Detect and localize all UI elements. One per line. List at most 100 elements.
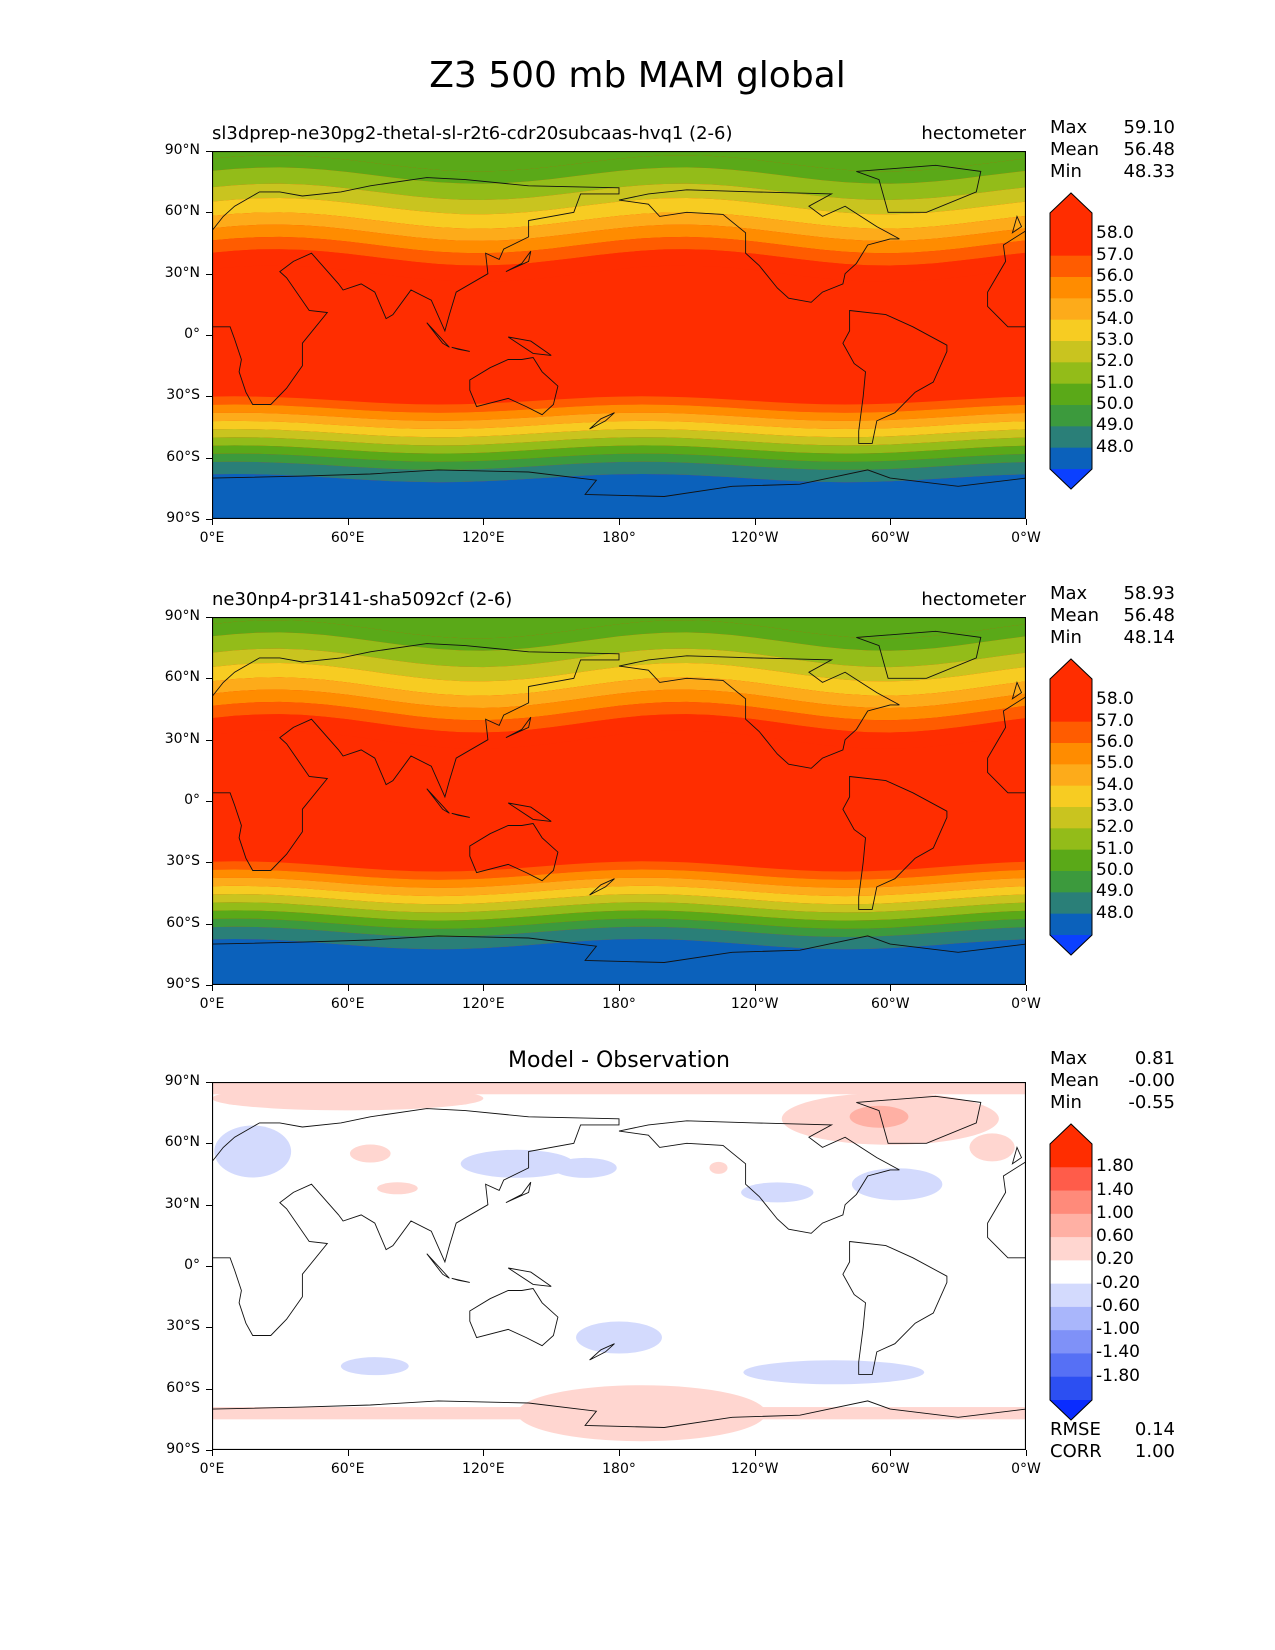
lon-tick: [483, 1450, 485, 1456]
anomaly-region: [212, 1086, 484, 1111]
field-band: [212, 714, 1026, 749]
colorbar-tick-label: 1.40: [1096, 1179, 1134, 1200]
colorbar-segment: [1050, 1353, 1092, 1378]
anomaly-region: [214, 1125, 292, 1178]
lat-label: 30°S: [166, 1318, 200, 1335]
colorbar-tick-label: 57.0: [1096, 244, 1134, 265]
lon-label: 120°W: [730, 996, 779, 1012]
colorbar-tick-label: 55.0: [1096, 753, 1134, 774]
colorbar-tick-label: 53.0: [1096, 330, 1134, 350]
lon-label: 60°W: [870, 996, 910, 1012]
lat-label: 60°S: [166, 1379, 200, 1396]
stat-label: Mean: [1050, 605, 1100, 626]
colorbar-tick-label: 57.0: [1096, 710, 1134, 731]
field-band: [212, 939, 1026, 985]
lon-label: 120°E: [462, 530, 505, 546]
field-band: [212, 632, 1026, 668]
colorbar-extend-top: [1050, 659, 1092, 679]
colorbar-segment: [1050, 341, 1092, 363]
colorbar-segment: [1050, 234, 1092, 257]
field-band: [212, 224, 1026, 254]
colorbar-tick-label: 50.0: [1096, 860, 1134, 880]
lon-tick: [754, 1450, 756, 1456]
lat-label: 60°S: [166, 914, 200, 931]
stat-rmse: RMSE 0.14: [1050, 1419, 1175, 1441]
anomaly-region: [743, 1360, 925, 1385]
stat-corr: CORR 1.00: [1050, 1441, 1175, 1463]
lat-tick: [206, 1143, 212, 1145]
colorbar-tick-label: 56.0: [1096, 732, 1134, 752]
colorbar-segment: [1050, 1376, 1092, 1401]
field-band: [212, 894, 1026, 913]
lon-tick: [754, 985, 756, 991]
lat-label: 90°N: [164, 142, 200, 158]
colorbar-segment: [1050, 362, 1092, 385]
field-band: [212, 183, 1026, 215]
stat-value: 48.33: [1123, 161, 1175, 182]
colorbar-extend-bottom: [1050, 935, 1092, 955]
colorbar-segment: [1050, 1213, 1092, 1238]
lat-tick: [206, 1266, 212, 1267]
lon-tick: [890, 985, 892, 991]
coastlines: [212, 1095, 1026, 1450]
lat-label: 60°S: [166, 448, 200, 465]
anomaly-region: [849, 1105, 909, 1128]
lat-tick: [206, 396, 212, 398]
colorbar-tick-label: 0.20: [1096, 1249, 1134, 1270]
lat-label: 60°N: [164, 1134, 200, 1151]
lon-label: 120°E: [462, 1461, 505, 1477]
stat-label: Min: [1050, 1092, 1082, 1113]
colorbar-outline: [1049, 658, 1093, 956]
field-band: [212, 663, 1026, 696]
lon-tick: [890, 1450, 892, 1456]
colorbar-segment: [1050, 807, 1092, 829]
panel-left-title: sl3dprep-ne30pg2-thetal-sl-r2t6-cdr20sub…: [212, 123, 733, 144]
field-band: [212, 885, 1026, 905]
colorbar-segment: [1050, 871, 1092, 893]
anomaly-region: [741, 1182, 814, 1203]
lat-label: 90°N: [164, 608, 200, 624]
stat-label: Max: [1050, 583, 1088, 604]
field-band: [212, 902, 1026, 921]
colorbar-tick-label: 48.0: [1096, 436, 1134, 457]
field-band: [212, 404, 1026, 421]
anomaly-region: [517, 1385, 766, 1442]
field-band: [212, 396, 1026, 413]
map-panel: [212, 151, 1026, 519]
lon-tick: [1026, 519, 1027, 525]
anomaly-region: [851, 1168, 943, 1201]
colorbar-segment: [1050, 255, 1092, 278]
colorbar-extend-bottom: [1050, 469, 1092, 489]
colorbar-tick-label: -1.80: [1096, 1365, 1140, 1386]
field-band: [212, 167, 1026, 200]
field-band: [212, 648, 1026, 682]
anomaly-region: [709, 1161, 728, 1174]
stat-mean: Mean 56.48: [1050, 605, 1175, 627]
colorbar-segment: [1050, 1260, 1092, 1285]
lon-label: 60°E: [330, 996, 365, 1012]
lon-tick: [619, 519, 620, 525]
colorbar-tick-label: 52.0: [1096, 351, 1134, 372]
colorbar-tick-label: 53.0: [1096, 796, 1134, 816]
lat-label: 90°S: [166, 1441, 200, 1457]
lat-tick: [206, 273, 212, 275]
colorbar-tick-label: 58.0: [1096, 689, 1134, 710]
colorbar-tick-label: 49.0: [1096, 415, 1134, 436]
lat-tick: [206, 1327, 212, 1329]
colorbar-segment: [1050, 213, 1092, 235]
lat-label: 30°N: [164, 1195, 200, 1212]
colorbar-segment: [1050, 1306, 1092, 1331]
lon-label: 0°E: [199, 996, 225, 1012]
stat-value: 0.81: [1134, 1048, 1175, 1069]
colorbar-tick-label: 1.80: [1096, 1156, 1134, 1177]
stat-mean: Mean -0.00: [1050, 1070, 1175, 1092]
lat-label: 30°S: [166, 853, 200, 870]
coastlines: [212, 164, 1026, 519]
lon-tick: [619, 1450, 620, 1456]
lon-label: 180°: [602, 530, 636, 546]
coastlines: [212, 630, 1026, 985]
field-band: [212, 437, 1026, 454]
field-band: [212, 869, 1026, 888]
field-band: [212, 420, 1026, 438]
lat-tick: [206, 1450, 212, 1451]
